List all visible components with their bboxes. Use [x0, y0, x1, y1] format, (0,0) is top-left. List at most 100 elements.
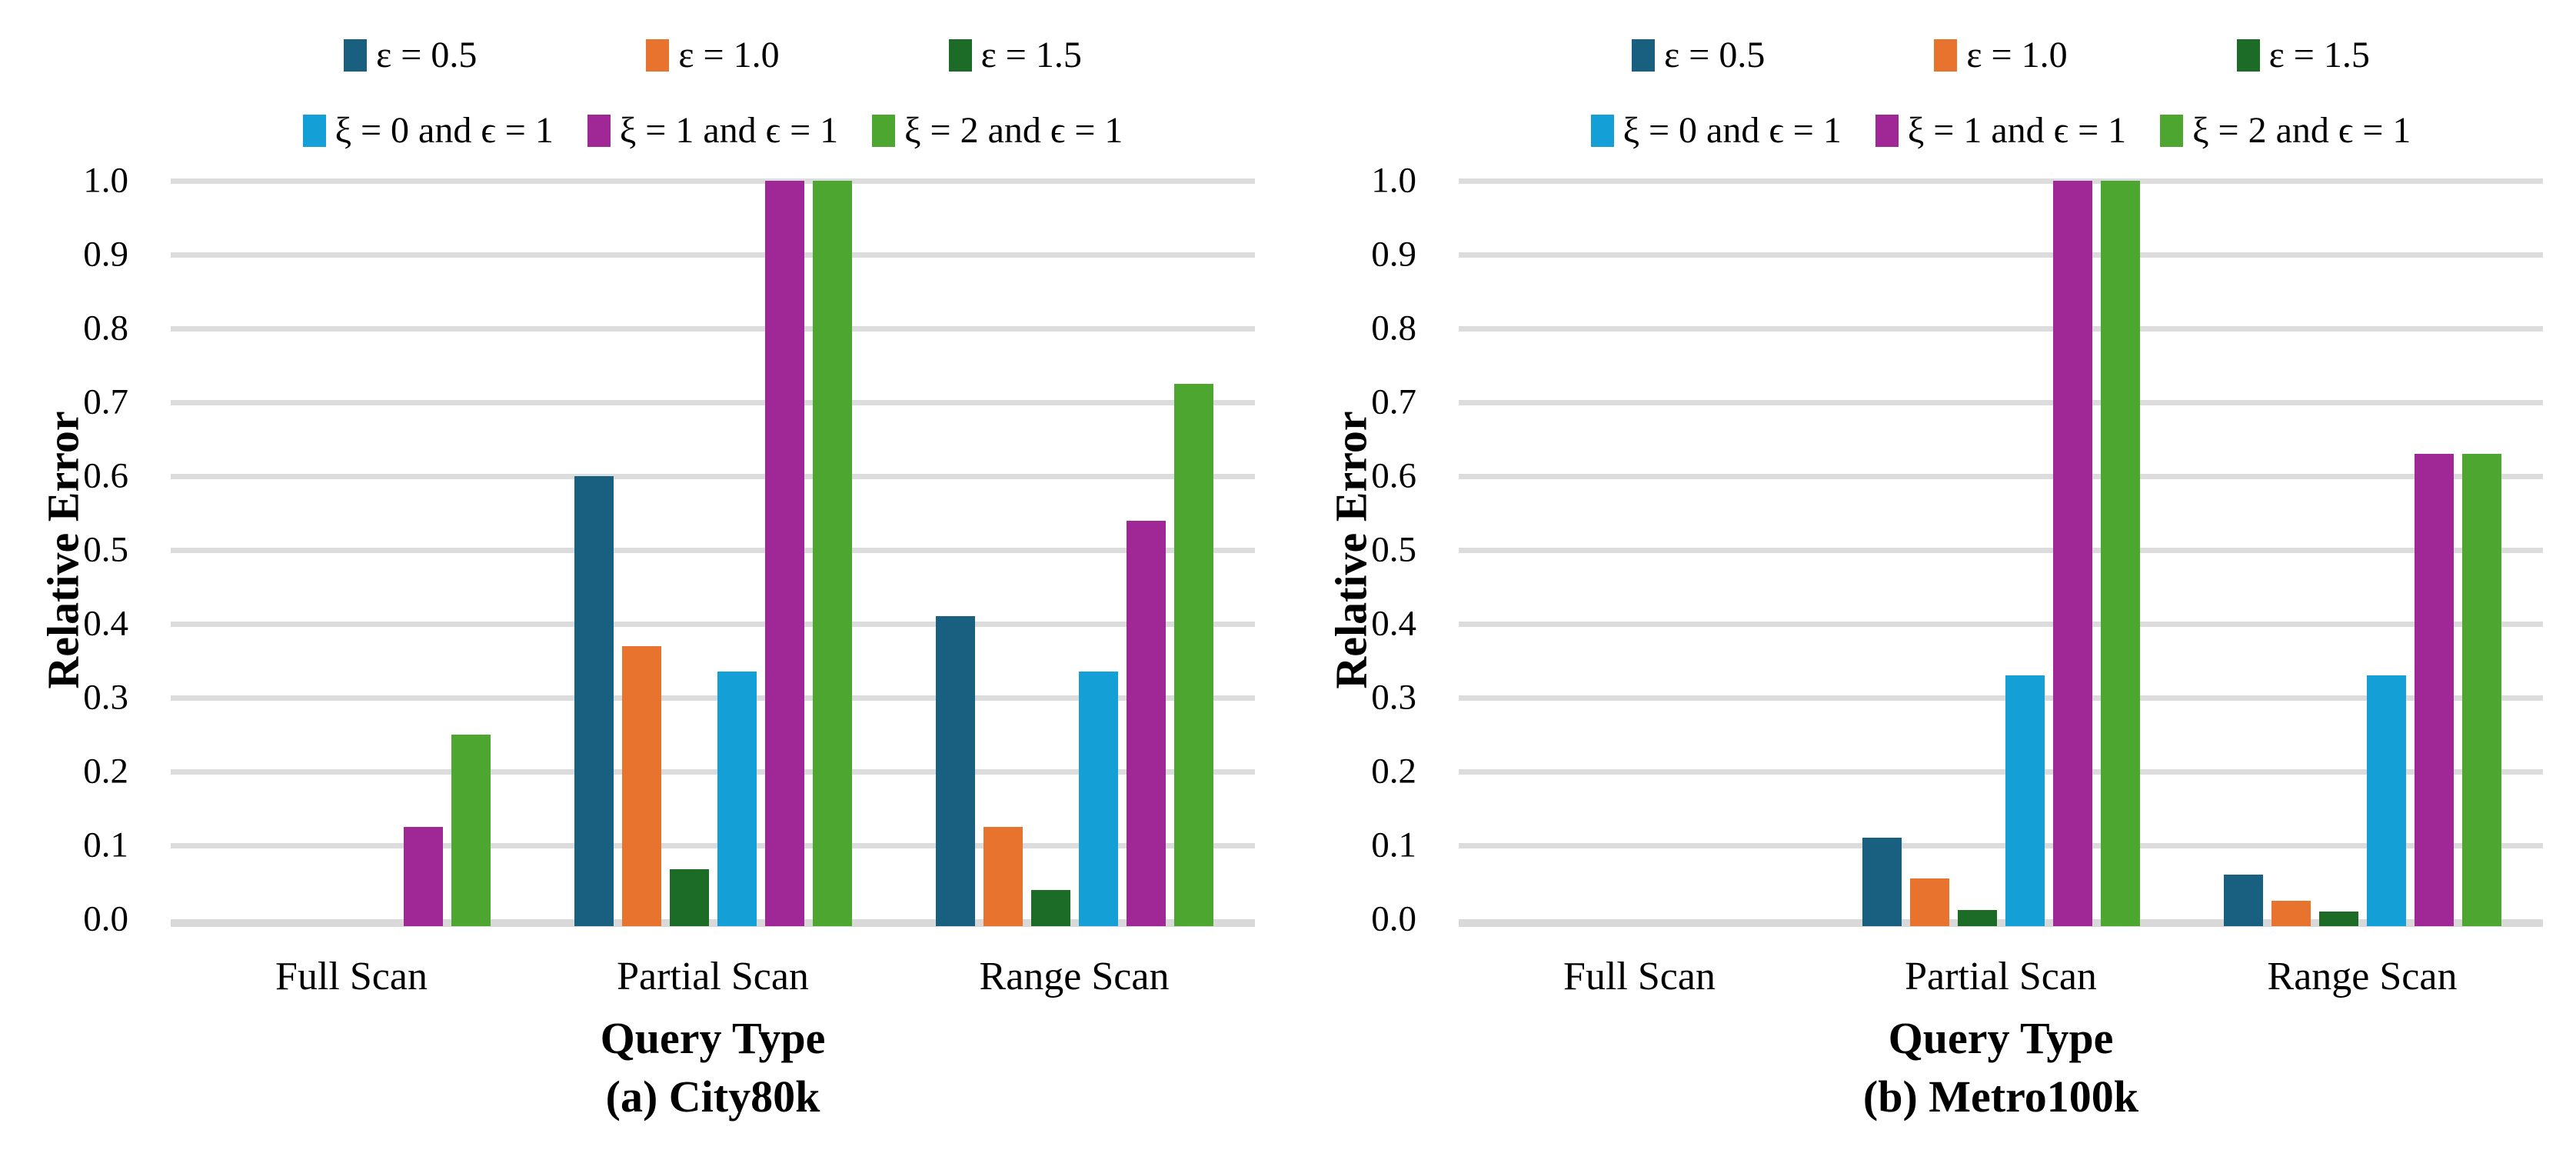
gridline	[1459, 548, 2543, 553]
legend-row: ε = 0.5 ε = 1.0 ε = 1.5	[1459, 34, 2543, 76]
legend-row: ξ = 0 and ϵ = 1 ξ = 1 and ϵ = 1 ξ = 2 and …	[171, 109, 1255, 152]
legend-label: ξ = 0 and ϵ = 1	[1622, 110, 1842, 151]
legend-label: ξ = 2 and ϵ = 1	[904, 110, 1123, 151]
gridline	[1459, 695, 2543, 701]
panel-caption: (b) Metro100k	[1862, 1072, 2139, 1122]
y-tick-label: 0.8	[83, 308, 128, 348]
bar	[812, 181, 852, 926]
bar	[1078, 672, 1118, 926]
gridline	[171, 252, 1255, 258]
chart-panel-city80k: Relative Error 0.0 0.1 0.2 0.3 0.4 0.5 0.6 0.7 0…	[38, 34, 1255, 1122]
bar	[1862, 838, 1902, 926]
y-tick-label: 0.7	[83, 382, 128, 422]
x-axis-line	[171, 919, 1255, 927]
gridline	[171, 695, 1255, 701]
legend-label: ε = 1.5	[980, 35, 1082, 75]
chart-panel-metro100k: Relative Error 0.0 0.1 0.2 0.3 0.4 0.5 0.6 0.7 0…	[1288, 0, 2576, 1150]
bar	[403, 827, 443, 926]
y-tick-label: 0.6	[83, 455, 128, 496]
y-tick-label: 0.6	[1371, 455, 1416, 496]
bar	[1909, 878, 1949, 926]
bar	[2005, 675, 2045, 926]
gridline	[1459, 843, 2543, 848]
legend-item: ε = 1.0	[646, 34, 780, 76]
y-tick-label: 0.4	[1371, 603, 1416, 644]
bar	[669, 868, 709, 926]
legend-swatch-icon	[1875, 114, 1899, 147]
x-tick-label: Partial Scan	[617, 955, 809, 998]
bar	[1030, 889, 1070, 926]
x-tick-label: Full Scan	[275, 955, 428, 998]
legend-swatch-icon	[1934, 38, 1958, 72]
gridline	[171, 843, 1255, 848]
bar	[621, 645, 661, 926]
legend-row: ε = 0.5 ε = 1.0 ε = 1.5	[171, 34, 1255, 76]
legend-swatch-icon	[2160, 114, 2184, 147]
bar	[2366, 675, 2406, 926]
legend-row: ξ = 0 and ϵ = 1 ξ = 1 and ϵ = 1 ξ = 2 and …	[1459, 109, 2543, 152]
legend-item: ξ = 0 and ϵ = 1	[1590, 109, 1842, 152]
legend-swatch-icon	[2236, 38, 2260, 72]
bar	[574, 476, 614, 926]
y-tick-label: 0.2	[83, 751, 128, 792]
gridline	[1459, 622, 2543, 627]
y-tick-label: 0.9	[83, 234, 128, 275]
y-tick-label: 0.5	[83, 529, 128, 570]
gridline	[171, 622, 1255, 627]
gridline	[171, 548, 1255, 553]
gridline	[1459, 769, 2543, 775]
y-tick-label: 0.7	[1371, 382, 1416, 422]
legend-label: ξ = 0 and ϵ = 1	[334, 110, 554, 151]
legend-item: ε = 1.5	[948, 34, 1082, 76]
legend-item: ε = 0.5	[1632, 34, 1765, 76]
x-tick-label: Range Scan	[2267, 955, 2458, 998]
y-tick-label: 0.4	[83, 603, 128, 644]
y-tick-label: 0.8	[1371, 308, 1416, 348]
bar	[2461, 454, 2501, 926]
y-tick-label: 0.0	[1371, 898, 1416, 939]
legend-item: ξ = 0 and ϵ = 1	[302, 109, 554, 152]
legend-swatch-icon	[1590, 114, 1614, 147]
legend-label: ξ = 1 and ϵ = 1	[619, 110, 839, 151]
legend-label: ε = 1.0	[678, 35, 780, 75]
legend-swatch-icon	[872, 114, 896, 147]
gridline	[1459, 252, 2543, 258]
x-axis-line	[1459, 919, 2543, 927]
bar	[983, 827, 1023, 926]
plot-area: 0.0 0.1 0.2 0.3 0.4 0.5 0.6 0.7 0.8 0.9 1.0	[1371, 162, 2543, 937]
bar	[935, 616, 975, 926]
legend-swatch-icon	[646, 38, 670, 72]
x-tick-label: Range Scan	[979, 955, 1170, 998]
bar	[2271, 901, 2311, 926]
bar	[717, 672, 757, 926]
y-tick-label: 0.3	[1371, 677, 1416, 718]
y-tick-label: 1.0	[83, 160, 128, 201]
bar	[1126, 520, 1166, 926]
bar	[451, 735, 491, 926]
y-tick-label: 0.1	[83, 825, 128, 865]
legend-item: ξ = 2 and ϵ = 1	[2160, 109, 2411, 152]
panel-caption: (a) City80k	[605, 1072, 820, 1122]
legend-label: ε = 0.5	[376, 35, 478, 75]
legend-item: ξ = 1 and ϵ = 1	[587, 109, 838, 152]
legend-label: ε = 1.5	[2268, 35, 2370, 75]
gridline	[171, 178, 1255, 184]
legend-label: ξ = 2 and ϵ = 1	[2192, 110, 2411, 151]
bar	[2223, 875, 2263, 926]
legend-item: ε = 0.5	[344, 34, 477, 76]
legend-swatch-icon	[344, 38, 368, 72]
bar	[2100, 181, 2140, 926]
plot-area: 0.0 0.1 0.2 0.3 0.4 0.5 0.6 0.7 0.8 0.9 1.0	[83, 162, 1255, 937]
y-tick-label: 0.9	[1371, 234, 1416, 275]
legend-label: ξ = 1 and ϵ = 1	[1907, 110, 2127, 151]
x-axis-title: Query Type	[600, 1013, 826, 1063]
y-tick-label: 0.3	[83, 677, 128, 718]
legend-item: ε = 1.0	[1934, 34, 2068, 76]
legend-swatch-icon	[587, 114, 611, 147]
bar	[764, 181, 804, 926]
legend-item: ξ = 2 and ϵ = 1	[872, 109, 1123, 152]
legend-swatch-icon	[948, 38, 972, 72]
gridline	[171, 400, 1255, 405]
bar	[2052, 181, 2092, 926]
gridline	[171, 474, 1255, 479]
